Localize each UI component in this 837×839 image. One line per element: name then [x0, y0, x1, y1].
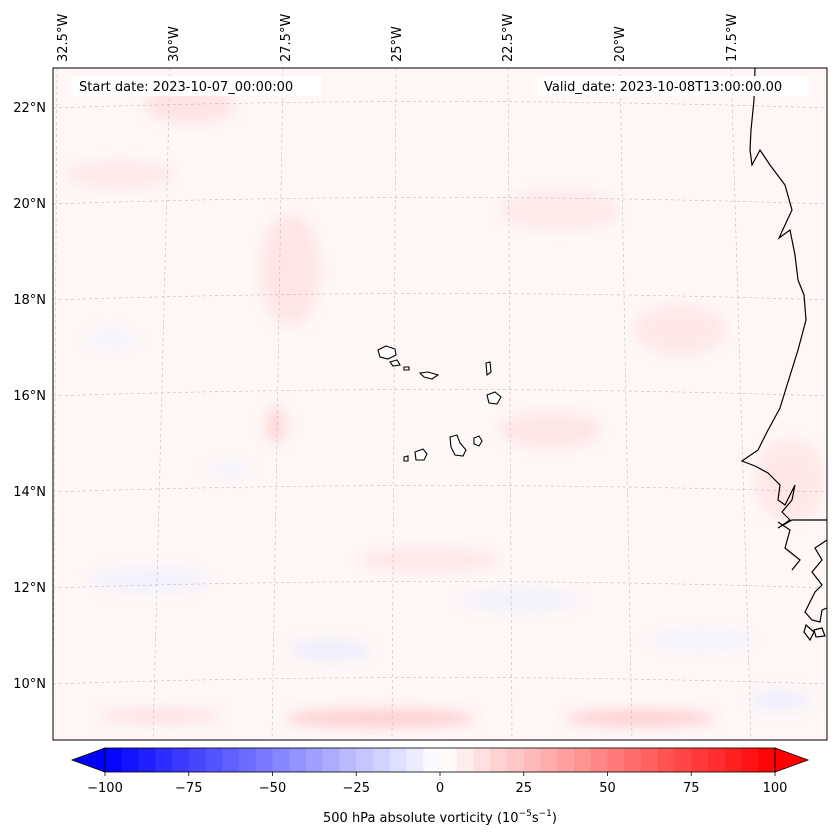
colorbar-cell — [691, 748, 709, 772]
island-fogo — [414, 448, 428, 461]
valid-date-box: Valid_date: 2023-10-08T13:00:00.00 — [537, 76, 808, 96]
colorbar-ticks: −100 −75 −50 −25 0 25 50 75 100 — [87, 772, 787, 796]
colorbar-cell — [188, 748, 206, 772]
colorbar-cell — [507, 748, 525, 772]
colorbar-cell — [322, 748, 340, 772]
lon-label: 27.5°W — [279, 14, 294, 62]
colorbar-extend-min — [70, 747, 106, 773]
colorbar-label: 500 hPa absolute vorticity (10−5s−1) — [323, 809, 557, 826]
colorbar-tick-label: −25 — [343, 781, 370, 796]
cape-verde-islands — [377, 345, 502, 462]
colorbar-cell — [172, 748, 190, 772]
lat-label: 22°N — [13, 101, 46, 116]
colorbar-cell — [272, 748, 290, 772]
colorbar-cell — [339, 748, 357, 772]
colorbar-cell — [138, 748, 156, 772]
colorbar-cell — [306, 748, 324, 772]
lon-label: 17.5°W — [725, 14, 740, 62]
colorbar-cell — [389, 748, 407, 772]
colorbar-cell — [641, 748, 659, 772]
colorbar-cell — [490, 748, 508, 772]
lat-label: 14°N — [13, 485, 46, 500]
lon-label: 30°W — [167, 26, 182, 62]
colorbar-cell — [423, 748, 441, 772]
lon-label: 20°W — [613, 26, 628, 62]
colorbar-cells — [105, 748, 776, 772]
latitude-labels: 22°N 20°N 18°N 16°N 14°N 12°N 10°N — [13, 101, 46, 692]
colorbar-cell — [239, 748, 257, 772]
colorbar-tick-label: 100 — [763, 781, 788, 796]
graticule — [53, 68, 827, 740]
valid-date-text: Valid_date: 2023-10-08T13:00:00.00 — [544, 80, 782, 95]
colorbar-cell — [607, 748, 625, 772]
colorbar-cell — [540, 748, 558, 772]
island-santo-antao — [377, 345, 397, 360]
island-brava — [403, 455, 409, 462]
colorbar-cell — [373, 748, 391, 772]
lat-label: 20°N — [13, 197, 46, 212]
colorbar: −100 −75 −50 −25 0 25 50 75 100 500 hPa absolute… — [70, 747, 810, 826]
lat-label: 16°N — [13, 389, 46, 404]
colorbar-tick-label: 0 — [436, 781, 444, 796]
colorbar-tick-label: 25 — [515, 781, 532, 796]
island-sao-vicente — [389, 359, 401, 367]
colorbar-cell — [121, 748, 139, 772]
colorbar-cell — [222, 748, 240, 772]
island-boa-vista — [486, 391, 502, 405]
vorticity-field-background — [53, 68, 827, 740]
colorbar-cell — [255, 748, 273, 772]
lat-label: 18°N — [13, 293, 46, 308]
colorbar-cell — [456, 748, 474, 772]
lon-label: 32.5°W — [56, 14, 71, 62]
colorbar-tick-label: −100 — [87, 781, 123, 796]
africa-coastline — [740, 68, 827, 529]
colorbar-cell — [406, 748, 424, 772]
island-maio — [473, 435, 483, 447]
longitude-labels: 32.5°W 30°W 27.5°W 25°W 22.5°W 20°W 17.5… — [56, 14, 740, 62]
map-panel: Start date: 2023-10-07_00:00:00 Valid_da… — [52, 67, 828, 741]
colorbar-cell — [574, 748, 592, 772]
colorbar-cell — [741, 748, 759, 772]
map-frame — [52, 67, 828, 741]
island-santa-luzia — [403, 366, 410, 371]
island-santiago — [449, 434, 467, 457]
colorbar-cell — [289, 748, 307, 772]
start-date-box: Start date: 2023-10-07_00:00:00 — [72, 76, 322, 96]
colorbar-cell — [657, 748, 675, 772]
lon-label: 22.5°W — [501, 14, 516, 62]
colorbar-cell — [590, 748, 608, 772]
island-sao-nicolau — [418, 371, 440, 380]
colorbar-cell — [473, 748, 491, 772]
lon-label: 25°W — [390, 26, 405, 62]
colorbar-cell — [674, 748, 692, 772]
colorbar-cell — [205, 748, 223, 772]
colorbar-cell — [356, 748, 374, 772]
colorbar-tick-label: 50 — [599, 781, 616, 796]
colorbar-tick-label: 75 — [683, 781, 700, 796]
colorbar-tick-label: −75 — [175, 781, 202, 796]
island-sal — [485, 361, 492, 377]
colorbar-tick-label: −50 — [259, 781, 286, 796]
colorbar-cell — [557, 748, 575, 772]
colorbar-cell — [155, 748, 173, 772]
colorbar-cell — [440, 748, 458, 772]
colorbar-cell — [523, 748, 541, 772]
colorbar-cell — [708, 748, 726, 772]
coastlines — [740, 68, 827, 642]
colorbar-cell — [724, 748, 742, 772]
start-date-text: Start date: 2023-10-07_00:00:00 — [79, 80, 293, 95]
africa-coastline-south — [804, 539, 827, 623]
colorbar-cell — [105, 748, 123, 772]
lat-label: 12°N — [13, 581, 46, 596]
colorbar-extend-max — [774, 747, 810, 773]
colorbar-cell — [624, 748, 642, 772]
lat-label: 10°N — [13, 677, 46, 692]
colorbar-cell — [758, 748, 776, 772]
